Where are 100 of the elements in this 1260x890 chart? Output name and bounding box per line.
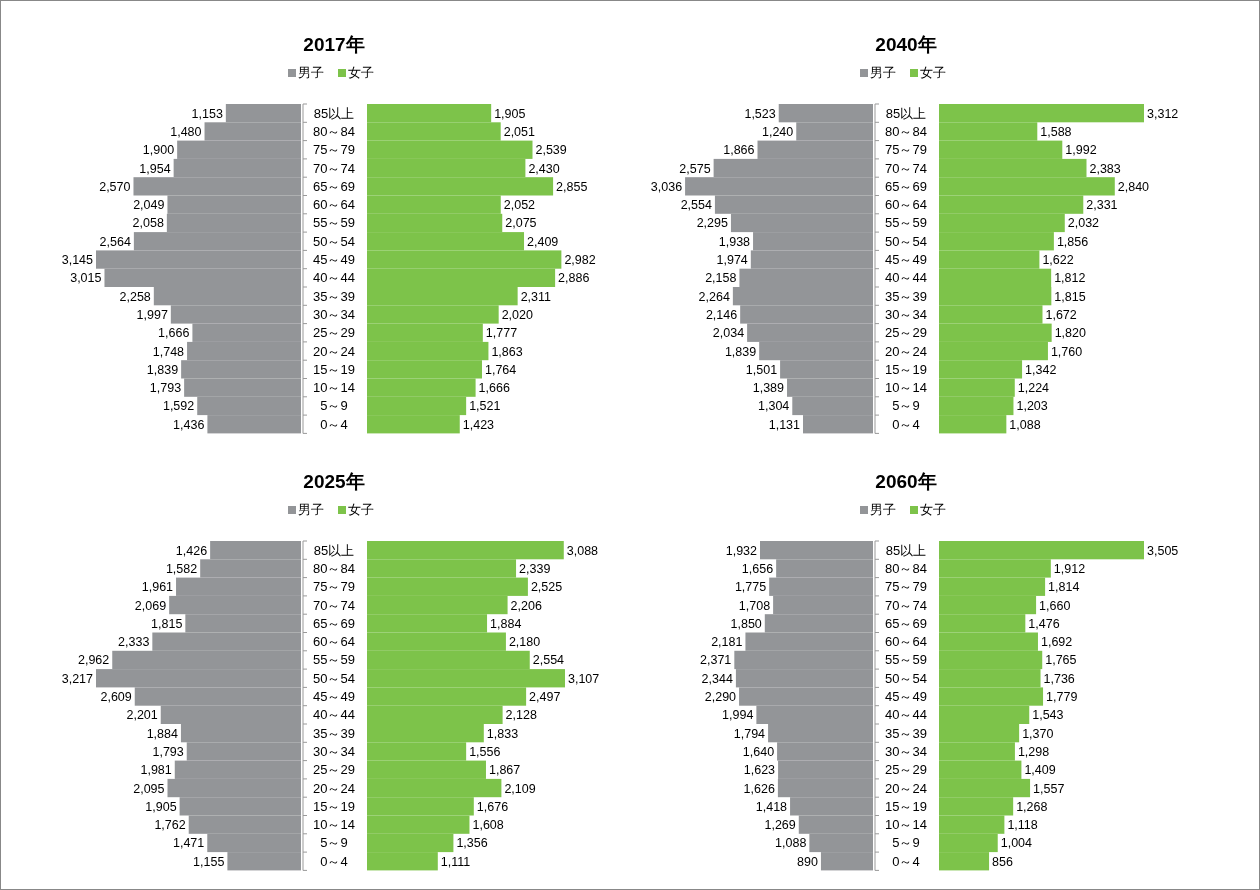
data-label: 1,640 bbox=[742, 744, 775, 759]
data-label: 1,556 bbox=[469, 744, 501, 759]
data-label: 2,982 bbox=[564, 253, 596, 268]
data-label: 1,203 bbox=[1016, 399, 1048, 414]
data-label: 2,525 bbox=[530, 580, 563, 595]
data-label: 1,672 bbox=[1045, 307, 1077, 322]
y-tick-label: 25～29 bbox=[885, 762, 927, 778]
data-label: 2,886 bbox=[558, 271, 590, 286]
data-label: 1,356 bbox=[456, 836, 488, 851]
y-tick-label: 15～19 bbox=[313, 361, 355, 377]
data-label: 3,505 bbox=[1147, 543, 1179, 558]
y-tick-label: 25～29 bbox=[885, 325, 927, 341]
y-tick-label: 75～79 bbox=[885, 142, 927, 158]
data-label: 2,570 bbox=[99, 179, 131, 194]
legend: 女子 bbox=[338, 502, 374, 517]
data-label: 1,118 bbox=[1007, 818, 1038, 833]
data-label: 2,383 bbox=[1089, 161, 1121, 176]
data-label: 1,736 bbox=[1043, 671, 1075, 686]
data-label: 1,905 bbox=[494, 106, 526, 121]
y-tick-label: 75～79 bbox=[313, 142, 355, 158]
data-label: 1,866 bbox=[723, 143, 755, 158]
data-label: 2,032 bbox=[1067, 216, 1100, 231]
y-tick-label: 50～54 bbox=[313, 670, 355, 686]
legend-label: 女子 bbox=[920, 502, 946, 517]
data-label: 3,217 bbox=[61, 671, 94, 686]
y-tick-label: 65～69 bbox=[313, 615, 355, 631]
y-tick-label: 75～79 bbox=[313, 579, 355, 595]
y-tick-label: 50～54 bbox=[885, 670, 927, 686]
data-label: 1,708 bbox=[738, 598, 771, 613]
legend: 女子 bbox=[338, 65, 374, 80]
data-label: 1,764 bbox=[484, 362, 517, 377]
y-tick-label: 35～39 bbox=[313, 725, 355, 741]
data-label: 1,269 bbox=[764, 818, 796, 833]
y-tick-label: 80～84 bbox=[313, 560, 355, 576]
y-tick-label: 65～69 bbox=[885, 615, 927, 631]
y-tick-label: 50～54 bbox=[313, 233, 355, 249]
data-label: 1,762 bbox=[154, 818, 186, 833]
legend-label: 男子 bbox=[870, 502, 896, 517]
data-label: 1,557 bbox=[1033, 781, 1065, 796]
data-label: 3,312 bbox=[1147, 106, 1179, 121]
data-label: 2,575 bbox=[679, 161, 711, 176]
data-label: 1,155 bbox=[193, 854, 225, 869]
data-label: 1,298 bbox=[1017, 744, 1050, 759]
data-label: 1,884 bbox=[490, 616, 522, 631]
data-label: 2,295 bbox=[696, 216, 728, 231]
y-tick-label: 40～44 bbox=[313, 270, 355, 286]
data-label: 1,370 bbox=[1022, 726, 1054, 741]
data-label: 2,344 bbox=[701, 671, 733, 686]
data-label: 1,905 bbox=[145, 799, 177, 814]
y-tick-label: 25～29 bbox=[313, 762, 355, 778]
data-label: 1,004 bbox=[1000, 836, 1033, 851]
data-label: 1,932 bbox=[725, 543, 758, 558]
y-tick-label: 20～24 bbox=[885, 343, 927, 359]
data-label: 1,839 bbox=[146, 362, 179, 377]
y-tick-label: 20～24 bbox=[313, 343, 355, 359]
data-label: 1,779 bbox=[1046, 690, 1078, 705]
data-label: 2,430 bbox=[528, 161, 560, 176]
data-label: 1,426 bbox=[175, 543, 208, 558]
y-tick-label: 30～34 bbox=[885, 306, 927, 322]
legend: 男子 bbox=[860, 65, 896, 80]
data-label: 2,564 bbox=[99, 234, 131, 249]
y-tick-label: 5～9 bbox=[320, 835, 348, 851]
data-label: 2,049 bbox=[133, 198, 165, 213]
data-label: 2,034 bbox=[712, 326, 745, 341]
data-label: 1,676 bbox=[476, 799, 509, 814]
data-label: 1,692 bbox=[1040, 635, 1073, 650]
data-label: 1,850 bbox=[730, 616, 762, 631]
legend-label: 男子 bbox=[298, 502, 324, 517]
data-label: 1,436 bbox=[173, 417, 205, 432]
data-label: 1,961 bbox=[141, 580, 174, 595]
data-label: 1,912 bbox=[1053, 561, 1086, 576]
legend-label: 男子 bbox=[870, 65, 896, 80]
y-tick-label: 65～69 bbox=[885, 178, 927, 194]
y-tick-label: 5～9 bbox=[892, 835, 920, 851]
y-tick-label: 45～49 bbox=[885, 689, 927, 705]
y-tick-label: 85以上 bbox=[885, 105, 927, 121]
y-tick-label: 35～39 bbox=[885, 725, 927, 741]
data-label: 1,389 bbox=[752, 381, 785, 396]
data-label: 2,264 bbox=[698, 289, 730, 304]
data-label: 2,075 bbox=[505, 216, 537, 231]
data-label: 1,471 bbox=[172, 836, 205, 851]
y-tick-label: 15～19 bbox=[885, 798, 927, 814]
y-tick-label: 15～19 bbox=[313, 798, 355, 814]
data-label: 1,543 bbox=[1032, 708, 1064, 723]
data-label: 1,240 bbox=[761, 124, 794, 139]
data-label: 2,201 bbox=[126, 708, 158, 723]
y-tick-label: 80～84 bbox=[313, 123, 355, 139]
y-tick-label: 85以上 bbox=[313, 542, 355, 558]
data-label: 1,409 bbox=[1024, 763, 1056, 778]
data-label: 1,856 bbox=[1056, 234, 1089, 249]
data-label: 1,794 bbox=[733, 726, 766, 741]
data-label: 2,109 bbox=[504, 781, 536, 796]
data-label: 2,051 bbox=[503, 124, 536, 139]
y-tick-label: 10～14 bbox=[313, 817, 355, 833]
data-label: 2,058 bbox=[132, 216, 164, 231]
data-label: 1,863 bbox=[491, 344, 523, 359]
data-label: 1,111 bbox=[440, 854, 471, 869]
legend: 男子 bbox=[860, 502, 896, 517]
data-label: 2,180 bbox=[508, 635, 541, 650]
y-tick-label: 20～24 bbox=[313, 780, 355, 796]
